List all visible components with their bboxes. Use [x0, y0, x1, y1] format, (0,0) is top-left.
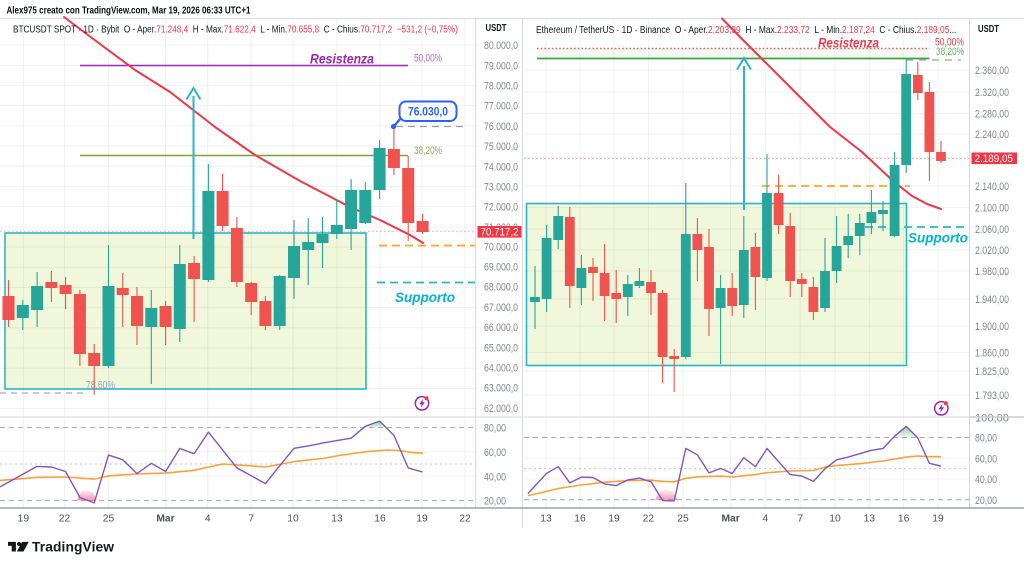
- svg-text:80,00: 80,00: [975, 433, 997, 445]
- svg-text:Alex975 creato con TradingView: Alex975 creato con TradingView.com, Mar …: [7, 6, 251, 17]
- svg-text:1.940,00: 1.940,00: [975, 294, 1009, 306]
- svg-text:USDT: USDT: [978, 23, 999, 35]
- svg-text:4: 4: [205, 514, 211, 525]
- svg-text:68.000,0: 68.000,0: [484, 282, 518, 294]
- svg-text:2.240,00: 2.240,00: [975, 129, 1009, 141]
- svg-text:80.000,0: 80.000,0: [484, 40, 518, 52]
- svg-text:25: 25: [677, 514, 689, 525]
- svg-text:1.860,00: 1.860,00: [975, 348, 1009, 360]
- svg-text:19: 19: [18, 514, 30, 525]
- svg-text:1.793,00: 1.793,00: [975, 390, 1009, 402]
- svg-text:2.360,00: 2.360,00: [975, 65, 1009, 77]
- svg-text:40,00: 40,00: [975, 474, 997, 486]
- svg-text:20,00: 20,00: [484, 496, 506, 508]
- svg-text:Mar: Mar: [156, 514, 174, 525]
- svg-text:7: 7: [797, 514, 803, 525]
- svg-text:20,00: 20,00: [975, 495, 997, 507]
- svg-text:70.000,0: 70.000,0: [484, 241, 518, 253]
- svg-text:22: 22: [459, 514, 471, 525]
- svg-text:Supporto: Supporto: [908, 231, 968, 246]
- svg-text:2.140,00: 2.140,00: [975, 181, 1009, 193]
- svg-text:1.980,00: 1.980,00: [975, 266, 1009, 278]
- svg-text:13: 13: [864, 514, 876, 525]
- svg-text:64.000,0: 64.000,0: [484, 363, 518, 375]
- svg-text:40,00: 40,00: [484, 471, 506, 483]
- svg-text:69.000,0: 69.000,0: [484, 262, 518, 274]
- svg-text:76.000,0: 76.000,0: [484, 121, 518, 133]
- svg-text:50,00%: 50,00%: [935, 37, 964, 49]
- svg-text:13: 13: [331, 514, 343, 525]
- svg-text:22: 22: [59, 514, 71, 525]
- svg-text:BTCUSDT SPOT · 1D · Bybit O -: BTCUSDT SPOT · 1D · Bybit O - Aper.71.24…: [13, 22, 458, 34]
- svg-text:25: 25: [103, 514, 115, 525]
- svg-text:78.000,0: 78.000,0: [484, 81, 518, 93]
- svg-text:67.000,0: 67.000,0: [484, 302, 518, 314]
- svg-text:73.000,0: 73.000,0: [484, 182, 518, 194]
- svg-text:65.000,0: 65.000,0: [484, 342, 518, 354]
- svg-text:2.189,05: 2.189,05: [975, 153, 1014, 165]
- svg-text:2.320,00: 2.320,00: [975, 87, 1009, 99]
- svg-text:22: 22: [643, 514, 655, 525]
- svg-text:60,00: 60,00: [975, 453, 997, 465]
- svg-text:2.100,00: 2.100,00: [975, 203, 1009, 215]
- svg-text:7: 7: [248, 514, 254, 525]
- svg-text:4: 4: [763, 514, 769, 525]
- svg-text:2.060,00: 2.060,00: [975, 224, 1009, 236]
- svg-text:60,00: 60,00: [484, 447, 506, 459]
- svg-text:72.000,0: 72.000,0: [484, 202, 518, 214]
- svg-text:62.000,0: 62.000,0: [484, 403, 518, 415]
- svg-text:38,20%: 38,20%: [936, 46, 964, 58]
- svg-text:16: 16: [898, 514, 910, 525]
- svg-text:70.717,2: 70.717,2: [481, 227, 519, 239]
- svg-text:19: 19: [416, 514, 428, 525]
- svg-text:10: 10: [829, 514, 841, 525]
- svg-text:75.000,0: 75.000,0: [484, 141, 518, 153]
- svg-text:74.000,0: 74.000,0: [484, 161, 518, 173]
- svg-text:TradingView: TradingView: [32, 540, 114, 555]
- svg-text:Supporto: Supporto: [395, 290, 455, 305]
- svg-text:38,20%: 38,20%: [414, 145, 442, 157]
- svg-text:66.000,0: 66.000,0: [484, 322, 518, 334]
- svg-text:80,00: 80,00: [484, 423, 506, 435]
- svg-text:78,60%: 78,60%: [86, 380, 115, 392]
- svg-text:19: 19: [932, 514, 944, 525]
- svg-text:Ethereum / TetherUS · 1D · Bin: Ethereum / TetherUS · 1D · Binance O - A…: [536, 24, 956, 36]
- svg-text:Resistenza: Resistenza: [818, 36, 879, 51]
- svg-text:19: 19: [608, 514, 620, 525]
- svg-text:1.900,00: 1.900,00: [975, 321, 1009, 333]
- svg-text:79.000,0: 79.000,0: [484, 60, 518, 72]
- svg-text:Resistenza: Resistenza: [310, 52, 374, 67]
- svg-text:13: 13: [540, 514, 552, 525]
- svg-text:2.280,00: 2.280,00: [975, 109, 1009, 121]
- svg-text:16: 16: [374, 514, 386, 525]
- svg-text:USDT: USDT: [486, 22, 507, 34]
- svg-text:10: 10: [287, 514, 299, 525]
- svg-text:100,00: 100,00: [975, 413, 1009, 425]
- svg-text:50,00%: 50,00%: [414, 53, 442, 65]
- svg-text:16: 16: [574, 514, 586, 525]
- svg-text:63.000,0: 63.000,0: [484, 383, 518, 395]
- svg-text:Mar: Mar: [721, 514, 739, 525]
- svg-text:2.020,00: 2.020,00: [975, 245, 1009, 257]
- svg-text:76.030,0: 76.030,0: [408, 105, 448, 119]
- svg-text:77.000,0: 77.000,0: [484, 101, 518, 113]
- svg-text:1.825,00: 1.825,00: [975, 366, 1009, 378]
